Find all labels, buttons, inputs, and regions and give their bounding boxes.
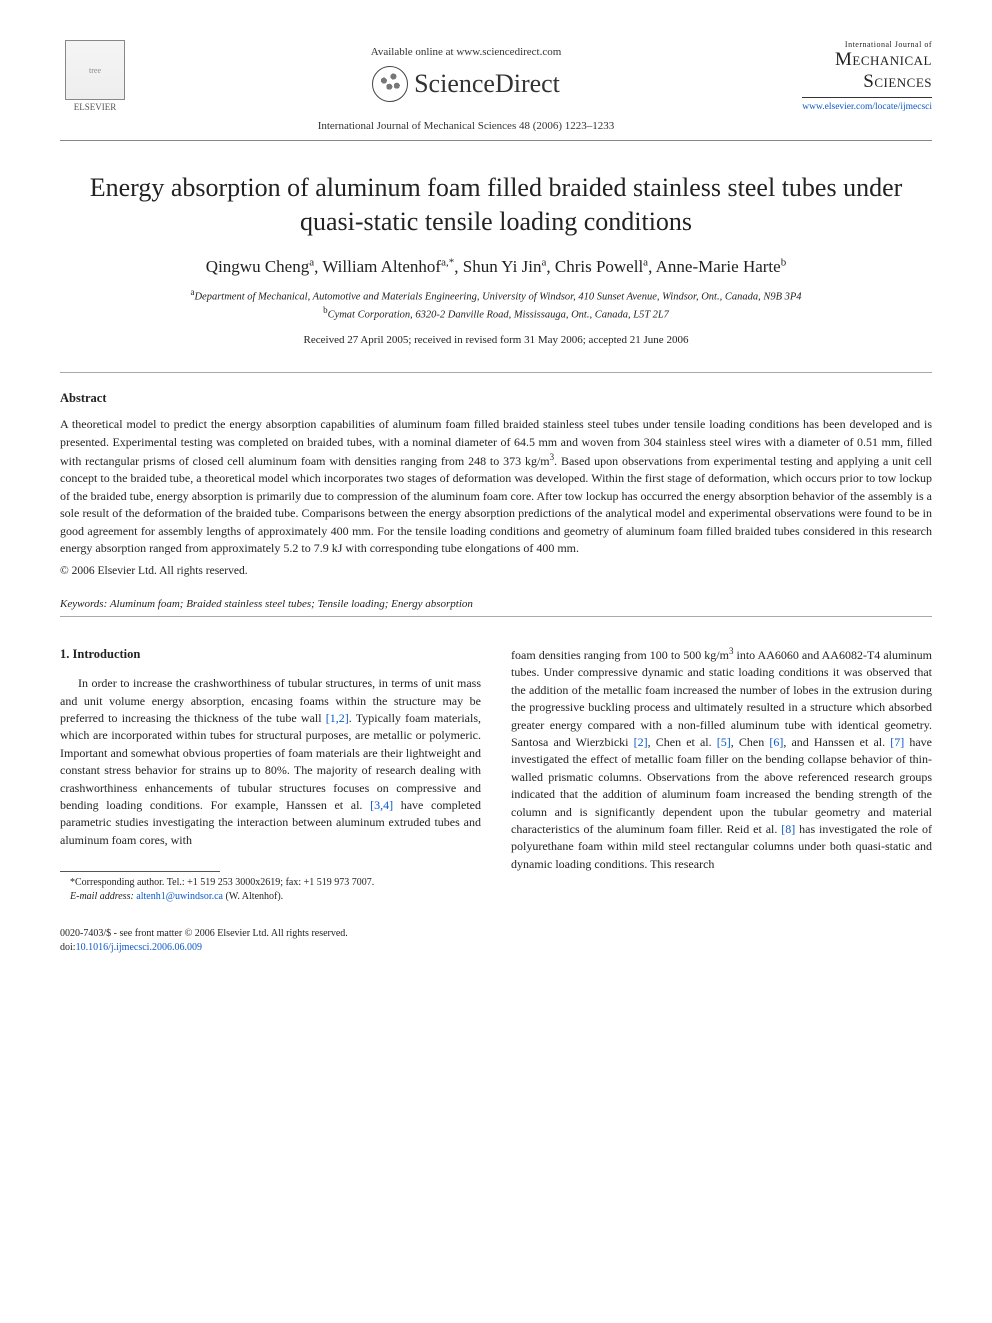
affil-b-text: Cymat Corporation, 6320-2 Danville Road,… [328, 309, 669, 320]
citation-line: International Journal of Mechanical Scie… [130, 120, 802, 132]
intro-right-e: , and Hanssen et al. [783, 735, 890, 749]
author-5-name: Anne-Marie Harte [656, 257, 781, 276]
ref-link-7[interactable]: [7] [890, 735, 904, 749]
body-columns: 1. Introduction In order to increase the… [60, 645, 932, 954]
header-center: Available online at www.sciencedirect.co… [130, 40, 802, 132]
affil-a-text: Department of Mechanical, Automotive and… [194, 292, 801, 303]
sciencedirect-text: ScienceDirect [414, 69, 560, 99]
ref-link-6[interactable]: [6] [769, 735, 783, 749]
authors-line: Qingwu Chenga, William Altenhofa,*, Shun… [60, 257, 932, 278]
author-3-name: Shun Yi Jin [463, 257, 542, 276]
sciencedirect-logo: ScienceDirect [130, 66, 802, 102]
article-dates: Received 27 April 2005; received in revi… [60, 334, 932, 346]
section-1-heading: 1. Introduction [60, 645, 481, 663]
author-5: Anne-Marie Harteb [656, 257, 787, 276]
doi-line: doi:10.1016/j.ijmecsci.2006.06.009 [60, 941, 481, 955]
intro-para-left: In order to increase the crashworthiness… [60, 675, 481, 849]
issn-doi-block: 0020-7403/$ - see front matter © 2006 El… [60, 927, 481, 954]
affiliation-a: aDepartment of Mechanical, Automotive an… [60, 287, 932, 303]
footnote-rule [60, 871, 220, 872]
issn-line: 0020-7403/$ - see front matter © 2006 El… [60, 927, 481, 941]
abstract-heading: Abstract [60, 391, 932, 406]
ref-link-2[interactable]: [2] [634, 735, 648, 749]
journal-homepage-link[interactable]: www.elsevier.com/locate/ijmecsci [802, 102, 932, 112]
article-title: Energy absorption of aluminum foam fille… [60, 171, 932, 239]
intro-para-right: foam densities ranging from 100 to 500 k… [511, 645, 932, 873]
affiliation-b: bCymat Corporation, 6320-2 Danville Road… [60, 305, 932, 321]
keywords-line: Keywords: Aluminum foam; Braided stainle… [60, 598, 932, 610]
journal-header: tree ELSEVIER Available online at www.sc… [60, 40, 932, 132]
journal-top-line: International Journal of [802, 40, 932, 49]
author-3-sup: a [541, 257, 546, 269]
author-2-name: William Altenhof [322, 257, 441, 276]
intro-right-d: , Chen [731, 735, 770, 749]
keywords-label: Keywords: [60, 598, 107, 610]
author-1-name: Qingwu Cheng [206, 257, 309, 276]
author-1-sup: a [309, 257, 314, 269]
doi-link[interactable]: 10.1016/j.ijmecsci.2006.06.009 [76, 942, 202, 953]
abstract-copyright: © 2006 Elsevier Ltd. All rights reserved… [60, 563, 932, 580]
keywords-text: Aluminum foam; Braided stainless steel t… [107, 598, 473, 610]
email-tail: (W. Altenhof). [223, 891, 283, 902]
author-3: Shun Yi Jina [463, 257, 547, 276]
footnote-line-1: Corresponding author. Tel.: +1 519 253 3… [75, 877, 374, 888]
available-online-line: Available online at www.sciencedirect.co… [130, 46, 802, 58]
intro-right-b: into AA6060 and AA6082-T4 aluminum tubes… [511, 648, 932, 749]
abstract-text-b: . Based upon observations from experimen… [60, 454, 932, 555]
journal-sub-word: Sciences [802, 71, 932, 93]
intro-left-b: . Typically foam materials, which are in… [60, 711, 481, 812]
elsevier-tree-icon: tree [65, 40, 125, 100]
author-4-name: Chris Powell [555, 257, 643, 276]
sciencedirect-icon [372, 66, 408, 102]
abstract-paragraph: A theoretical model to predict the energ… [60, 416, 932, 557]
intro-right-a: foam densities ranging from 100 to 500 k… [511, 648, 729, 662]
journal-rule [802, 97, 932, 98]
author-2: William Altenhofa,* [322, 257, 454, 276]
author-5-sup: b [781, 257, 787, 269]
ref-link-3-4[interactable]: [3,4] [370, 798, 393, 812]
post-keywords-rule [60, 616, 932, 617]
ref-link-1-2[interactable]: [1,2] [326, 711, 349, 725]
ref-link-5[interactable]: [5] [717, 735, 731, 749]
right-column: foam densities ranging from 100 to 500 k… [511, 645, 932, 954]
email-label: E-mail address: [70, 891, 134, 902]
intro-right-c: , Chen et al. [648, 735, 717, 749]
author-4-sup: a [643, 257, 648, 269]
pre-abstract-rule [60, 372, 932, 373]
journal-title-box: International Journal of Mechanical Scie… [802, 40, 932, 112]
header-rule [60, 140, 932, 141]
author-4: Chris Powella [555, 257, 648, 276]
corresponding-author-footnote: *Corresponding author. Tel.: +1 519 253 … [60, 876, 481, 890]
author-1: Qingwu Chenga [206, 257, 314, 276]
elsevier-label: ELSEVIER [60, 102, 130, 112]
elsevier-logo: tree ELSEVIER [60, 40, 130, 112]
left-column: 1. Introduction In order to increase the… [60, 645, 481, 954]
author-2-sup: a,* [441, 257, 454, 269]
doi-label: doi: [60, 942, 76, 953]
email-footnote: E-mail address: altenh1@uwindsor.ca (W. … [60, 890, 481, 904]
author-email-link[interactable]: altenh1@uwindsor.ca [134, 891, 223, 902]
ref-link-8[interactable]: [8] [781, 822, 795, 836]
journal-main-word: Mechanical [802, 49, 932, 71]
abstract-body: A theoretical model to predict the energ… [60, 416, 932, 580]
intro-right-f: have investigated the effect of metallic… [511, 735, 932, 836]
